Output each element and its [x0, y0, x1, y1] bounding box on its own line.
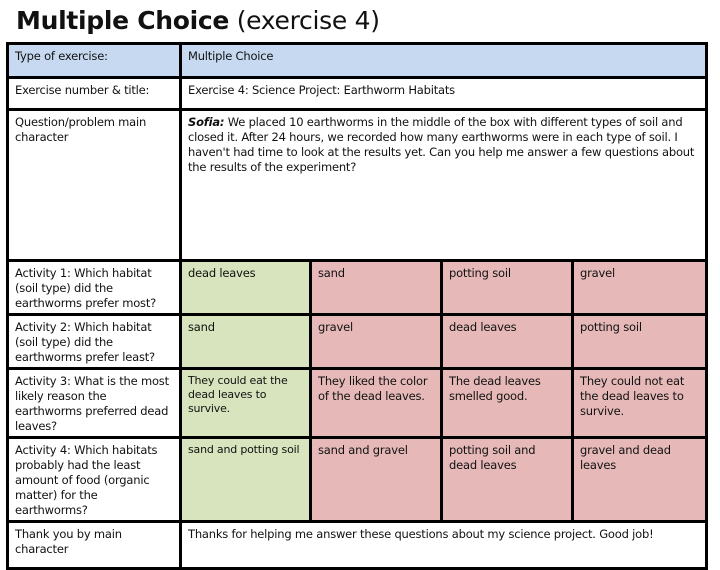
correct-answer[interactable]: sand — [179, 313, 312, 370]
exercise-table: Type of exercise: Multiple Choice Exerci… — [6, 42, 709, 570]
correct-answer[interactable]: They could eat the dead leaves to surviv… — [179, 367, 312, 439]
activity-row-2: Activity 2: Which habitat (soil type) di… — [6, 313, 709, 370]
wrong-answer[interactable]: gravel and dead leaves — [570, 436, 709, 523]
wrong-answer[interactable]: gravel — [570, 259, 709, 316]
thanks-value: Thanks for helping me answer these quest… — [178, 520, 709, 570]
activity-question: Activity 1: Which habitat (soil type) di… — [6, 259, 182, 316]
question-value: Sofia: We placed 10 earthworms in the mi… — [178, 108, 709, 262]
correct-answer[interactable]: dead leaves — [179, 259, 312, 316]
row-number-title: Exercise number & title: Exercise 4: Sci… — [6, 76, 709, 111]
wrong-answer[interactable]: They could not eat the dead leaves to su… — [570, 367, 709, 439]
activity-row-3: Activity 3: What is the most likely reas… — [6, 367, 709, 439]
activity-question: Activity 3: What is the most likely reas… — [6, 367, 182, 439]
number-title-value: Exercise 4: Science Project: Earthworm H… — [178, 76, 709, 111]
question-text: We placed 10 earthworms in the middle of… — [188, 115, 695, 174]
page-title-sub: (exercise 4) — [229, 6, 380, 35]
correct-answer[interactable]: sand and potting soil — [179, 436, 312, 523]
row-type: Type of exercise: Multiple Choice — [6, 42, 709, 79]
row-question: Question/problem main character Sofia: W… — [6, 108, 709, 262]
page-title-main: Multiple Choice — [16, 6, 230, 35]
thanks-label: Thank you by main character — [6, 520, 182, 570]
wrong-answer[interactable]: potting soil — [440, 259, 574, 316]
wrong-answer[interactable]: dead leaves — [440, 313, 574, 370]
type-value: Multiple Choice — [178, 42, 709, 79]
number-title-label: Exercise number & title: — [6, 76, 182, 111]
wrong-answer[interactable]: The dead leaves smelled good. — [440, 367, 574, 439]
activity-question: Activity 2: Which habitat (soil type) di… — [6, 313, 182, 370]
speaker-name: Sofia: — [188, 115, 225, 129]
wrong-answer[interactable]: They liked the color of the dead leaves. — [309, 367, 443, 439]
activity-question: Activity 4: Which habitats probably had … — [6, 436, 182, 523]
page-title: Multiple Choice (exercise 4) — [16, 4, 380, 38]
row-thanks: Thank you by main character Thanks for h… — [6, 520, 709, 570]
wrong-answer[interactable]: sand — [309, 259, 443, 316]
wrong-answer[interactable]: potting soil and dead leaves — [440, 436, 574, 523]
type-label: Type of exercise: — [6, 42, 182, 79]
wrong-answer[interactable]: potting soil — [570, 313, 709, 370]
wrong-answer[interactable]: gravel — [309, 313, 443, 370]
activity-row-1: Activity 1: Which habitat (soil type) di… — [6, 259, 709, 316]
wrong-answer[interactable]: sand and gravel — [309, 436, 443, 523]
activity-row-4: Activity 4: Which habitats probably had … — [6, 436, 709, 523]
question-label: Question/problem main character — [6, 108, 182, 262]
